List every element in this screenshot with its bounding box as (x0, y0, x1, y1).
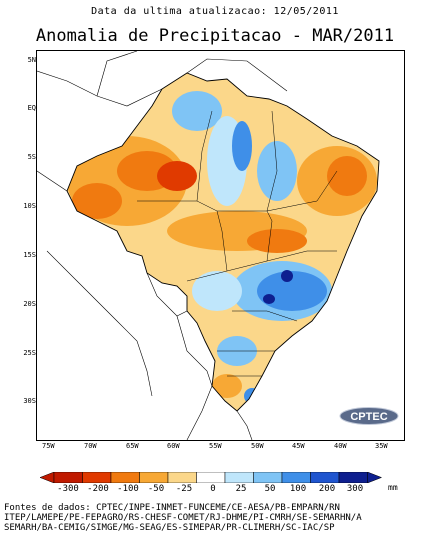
colorbar-label: 0 (210, 484, 216, 494)
colorbar-swatch (139, 472, 169, 483)
colorbar-label: -200 (87, 484, 109, 494)
sources-line-1: Fontes de dados: CPTEC/INPE-INMET-FUNCEM… (4, 503, 340, 513)
data-sources: Fontes de dados: CPTEC/INPE-INMET-FUNCEM… (4, 503, 362, 533)
lon-label-55w: 55W (209, 442, 222, 450)
colorbar-swatch (196, 472, 226, 483)
precipitation-map (37, 51, 380, 440)
lon-label-45w: 45W (292, 442, 305, 450)
colorbar-arrow-left (40, 472, 55, 483)
colorbar-arrow-right (367, 472, 383, 483)
colorbar-swatch (53, 472, 83, 483)
lat-label-eq: EQ (27, 104, 36, 112)
colorbar (40, 472, 383, 483)
map-frame: CPTEC (36, 50, 405, 441)
lon-label-65w: 65W (126, 442, 139, 450)
lat-label-5n: 5N (27, 56, 36, 64)
sources-line-2: ITEP/LAMEPE/PE-FEPAGRO/RS-CHESF-COMET/RJ… (4, 513, 362, 523)
lat-label-20s: 20S (23, 300, 36, 308)
colorbar-swatch (338, 472, 368, 483)
update-date-line: Data da ultima atualizacao: 12/05/2011 (91, 6, 339, 17)
units-label: mm (388, 483, 398, 492)
lat-label-15s: 15S (23, 251, 36, 259)
lon-label-75w: 75W (42, 442, 55, 450)
lon-label-50w: 50W (251, 442, 264, 450)
colorbar-label: 25 (235, 484, 247, 494)
country-borders (37, 51, 288, 440)
lon-label-35w: 35W (375, 442, 388, 450)
colorbar-label: 300 (346, 484, 364, 494)
lat-label-10s: 10S (23, 202, 36, 210)
colorbar-swatch (82, 472, 112, 483)
svg-text:CPTEC: CPTEC (350, 411, 387, 423)
sources-line-3: SEMARH/BA-CEMIG/SIMGE/MG-SEAG/ES-SIMEPAR… (4, 523, 335, 533)
colorbar-label: -100 (117, 484, 139, 494)
lat-label-30s: 30S (23, 397, 36, 405)
map-title: Anomalia de Precipitacao - MAR/2011 (35, 26, 395, 46)
lon-label-70w: 70W (84, 442, 97, 450)
cptec-logo: CPTEC (339, 407, 399, 425)
colorbar-label: -300 (57, 484, 79, 494)
colorbar-swatch (253, 472, 283, 483)
lat-label-25s: 25S (23, 349, 36, 357)
colorbar-swatch (281, 472, 311, 483)
lon-label-60w: 60W (167, 442, 180, 450)
lat-label-5s: 5S (27, 153, 36, 161)
colorbar-label: 50 (264, 484, 276, 494)
brazil-outline (66, 72, 380, 412)
colorbar-swatch (167, 472, 197, 483)
state-borders (137, 110, 338, 377)
colorbar-label: -50 (147, 484, 165, 494)
colorbar-swatch (310, 472, 340, 483)
colorbar-label: -25 (175, 484, 193, 494)
colorbar-label: 200 (318, 484, 336, 494)
colorbar-swatch (110, 472, 140, 483)
colorbar-label: 100 (289, 484, 307, 494)
colorbar-swatch (224, 472, 254, 483)
lon-label-40w: 40W (334, 442, 347, 450)
